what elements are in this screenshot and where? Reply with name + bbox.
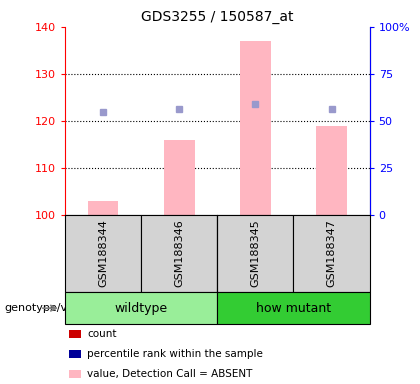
Text: wildtype: wildtype <box>115 302 168 314</box>
Text: GSM188346: GSM188346 <box>174 220 184 287</box>
Bar <box>88 201 118 215</box>
Title: GDS3255 / 150587_at: GDS3255 / 150587_at <box>141 10 294 25</box>
Text: value, Detection Call = ABSENT: value, Detection Call = ABSENT <box>87 369 253 379</box>
Text: count: count <box>87 329 117 339</box>
Text: how mutant: how mutant <box>256 302 331 314</box>
Bar <box>164 140 194 215</box>
Text: genotype/variation: genotype/variation <box>4 303 110 313</box>
Bar <box>316 126 347 215</box>
Text: GSM188345: GSM188345 <box>250 220 260 287</box>
Text: GSM188347: GSM188347 <box>326 220 336 287</box>
Text: GSM188344: GSM188344 <box>98 220 108 287</box>
Bar <box>240 41 270 215</box>
Text: percentile rank within the sample: percentile rank within the sample <box>87 349 263 359</box>
